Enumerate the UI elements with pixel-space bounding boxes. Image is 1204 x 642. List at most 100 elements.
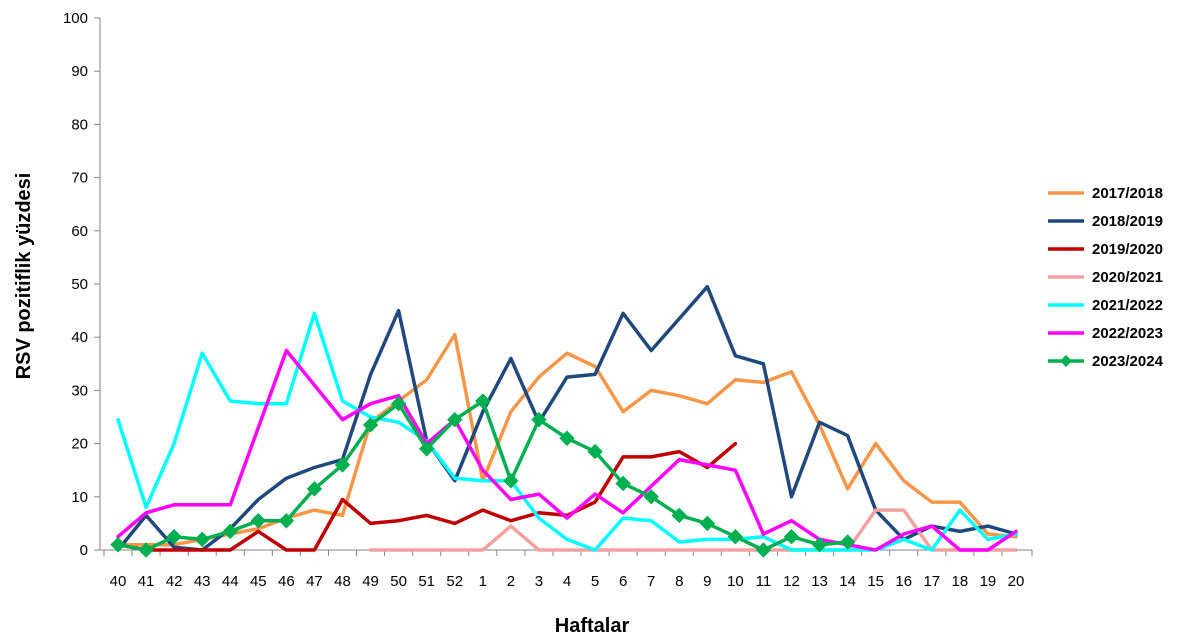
data-point [138,542,154,558]
x-tick-label: 17 [923,573,940,590]
x-tick-label: 47 [306,573,323,590]
y-tick-label: 20 [71,436,88,453]
series-line [116,441,738,552]
series-layer [110,284,1018,558]
data-point [839,534,856,550]
data-point [727,528,744,545]
data-point [643,489,659,505]
x-tick-label: 1 [479,573,487,590]
x-tick-label: 48 [334,573,351,590]
y-tick-label: 90 [71,63,88,80]
x-tick-label: 8 [675,573,683,590]
data-point [811,536,828,553]
data-point [783,528,800,545]
data-point [531,411,547,428]
data-point [559,430,575,446]
legend-item: 2021/2022 [1048,297,1163,314]
x-tick-label: 18 [952,573,969,590]
data-point [503,473,519,489]
series-2019-2020 [116,441,738,552]
y-tick-label: 0 [80,542,88,559]
x-tick-label: 20 [1008,573,1025,590]
x-tick-label: 10 [727,573,744,590]
legend-item: 2017/2018 [1048,185,1163,202]
legend-item: 2020/2021 [1048,269,1163,286]
x-tick-label: 46 [278,573,295,590]
series-2017-2018 [116,332,1018,547]
y-tick-label: 60 [71,223,88,240]
legend-item: 2022/2023 [1048,325,1163,342]
x-tick-label: 19 [980,573,997,590]
legend-label: 2019/2020 [1092,241,1163,258]
data-point [615,475,631,492]
legend-label: 2020/2021 [1092,269,1163,286]
x-tick-label: 2 [507,573,515,590]
x-tick-label: 42 [166,573,183,590]
data-point [755,542,772,558]
x-tick-label: 49 [362,573,379,590]
data-point [418,441,435,457]
y-tick-label: 50 [71,276,88,293]
data-point [447,411,463,428]
legend-label: 2018/2019 [1092,213,1163,230]
x-axis-title: Haftalar [555,615,630,637]
series-2022-2023 [116,348,1018,552]
y-tick-label: 10 [71,489,88,506]
data-point [222,523,238,540]
data-point [306,481,323,497]
y-tick-label: 30 [71,382,88,399]
x-tick-label: 6 [619,573,627,590]
x-tick-label: 52 [446,573,463,590]
x-tick-label: 11 [756,573,772,590]
x-tick-label: 3 [535,573,543,590]
data-point [671,507,687,524]
x-tick-label: 14 [839,573,856,590]
x-tick-label: 43 [194,573,211,590]
y-tick-label: 70 [71,170,88,187]
x-tick-label: 12 [783,573,800,590]
data-point [278,513,295,529]
data-point [334,457,351,473]
x-tick-label: 9 [703,573,711,590]
legend-item: 2018/2019 [1048,213,1163,230]
series-line [116,284,1018,552]
legend-label: 2021/2022 [1092,297,1163,314]
series-2018-2019 [116,284,1018,552]
data-point [390,395,407,412]
x-tick-label: 50 [390,573,407,590]
y-axis-title: RSV pozitiflik yüzdesi [13,173,35,380]
y-tick-label: 100 [63,10,88,27]
x-tick-label: 41 [138,573,155,590]
x-tick-label: 45 [250,573,267,590]
series-line [116,332,1018,547]
y-tick-label: 80 [71,116,88,133]
data-point [362,417,379,433]
data-point [250,513,267,529]
data-point [699,515,716,532]
series-line [116,348,1018,552]
x-tick-label: 13 [811,573,828,590]
x-tick-label: 40 [110,573,127,590]
x-tick-label: 15 [867,573,884,590]
x-tick-label: 5 [591,573,599,590]
legend-marker [1060,355,1072,367]
data-point [166,528,182,545]
x-tick-label: 44 [222,573,239,590]
data-point [587,443,603,460]
legend-label: 2022/2023 [1092,325,1163,342]
legend-label: 2023/2024 [1092,353,1164,370]
data-point [194,531,210,548]
data-point [110,536,126,553]
legend-item: 2023/2024 [1048,353,1164,370]
series-2023-2024 [110,393,856,558]
x-tick-label: 4 [563,573,571,590]
legend-item: 2019/2020 [1048,241,1163,258]
x-tick-label: 51 [418,573,435,590]
legend: 2017/2018 2018/2019 2019/2020 2020/2021 2021… [1048,185,1164,370]
legend-label: 2017/2018 [1092,185,1163,202]
y-axis: 0 10 20 30 40 50 60 70 80 90 100 [63,10,101,559]
x-tick-label: 16 [895,573,912,590]
data-point [475,393,491,409]
series-2020-2021 [368,508,1018,552]
